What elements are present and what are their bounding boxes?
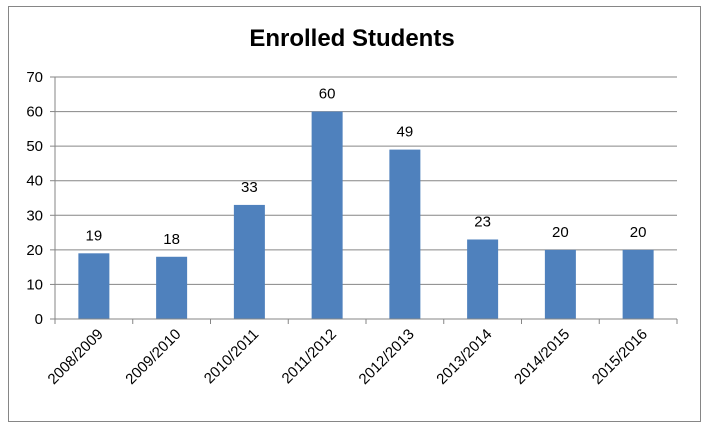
y-tick-label: 70 — [26, 69, 43, 86]
x-axis-categories: 2008/2009 2009/2010 2010/2011 2011/2012 2012… — [45, 319, 678, 388]
x-tick-label: 2011/2012 — [279, 326, 340, 387]
bar — [78, 253, 110, 319]
x-tick-label: 2009/2010 — [122, 326, 184, 388]
y-tick-label: 0 — [35, 311, 43, 328]
bar — [389, 149, 421, 319]
y-tick-label: 60 — [26, 104, 43, 121]
x-tick-label: 2012/2013 — [356, 326, 418, 388]
data-label: 33 — [241, 179, 258, 196]
bars — [78, 111, 654, 319]
x-tick-label: 2008/2009 — [45, 326, 107, 388]
y-tick-label: 10 — [26, 276, 43, 293]
data-label: 19 — [86, 227, 103, 244]
data-label: 60 — [319, 86, 336, 103]
bar — [233, 204, 265, 319]
x-tick-label: 2010/2011 — [201, 326, 262, 387]
data-labels: 19 18 33 60 49 23 20 20 — [86, 86, 647, 248]
gridlines — [55, 76, 677, 320]
bar — [467, 239, 499, 319]
data-label: 20 — [552, 224, 569, 241]
x-tick-label: 2014/2015 — [511, 326, 573, 388]
bar — [311, 111, 343, 319]
bar — [622, 249, 654, 319]
chart-frame — [8, 6, 701, 422]
y-tick-label: 50 — [26, 138, 43, 155]
y-tick-label: 20 — [26, 242, 43, 259]
data-label: 18 — [163, 231, 180, 248]
chart-title: Enrolled Students — [249, 25, 454, 52]
data-label: 49 — [397, 124, 414, 141]
y-tick-label: 40 — [26, 173, 43, 190]
data-label: 20 — [630, 224, 647, 241]
bar — [156, 256, 188, 319]
x-tick-label: 2013/2014 — [433, 326, 495, 388]
y-tick-label: 30 — [26, 207, 43, 224]
y-axis-ticks: 0 10 20 30 40 50 60 70 — [26, 69, 55, 328]
data-label: 23 — [474, 213, 491, 230]
x-tick-label: 2015/2016 — [589, 326, 651, 388]
bar — [544, 249, 576, 319]
